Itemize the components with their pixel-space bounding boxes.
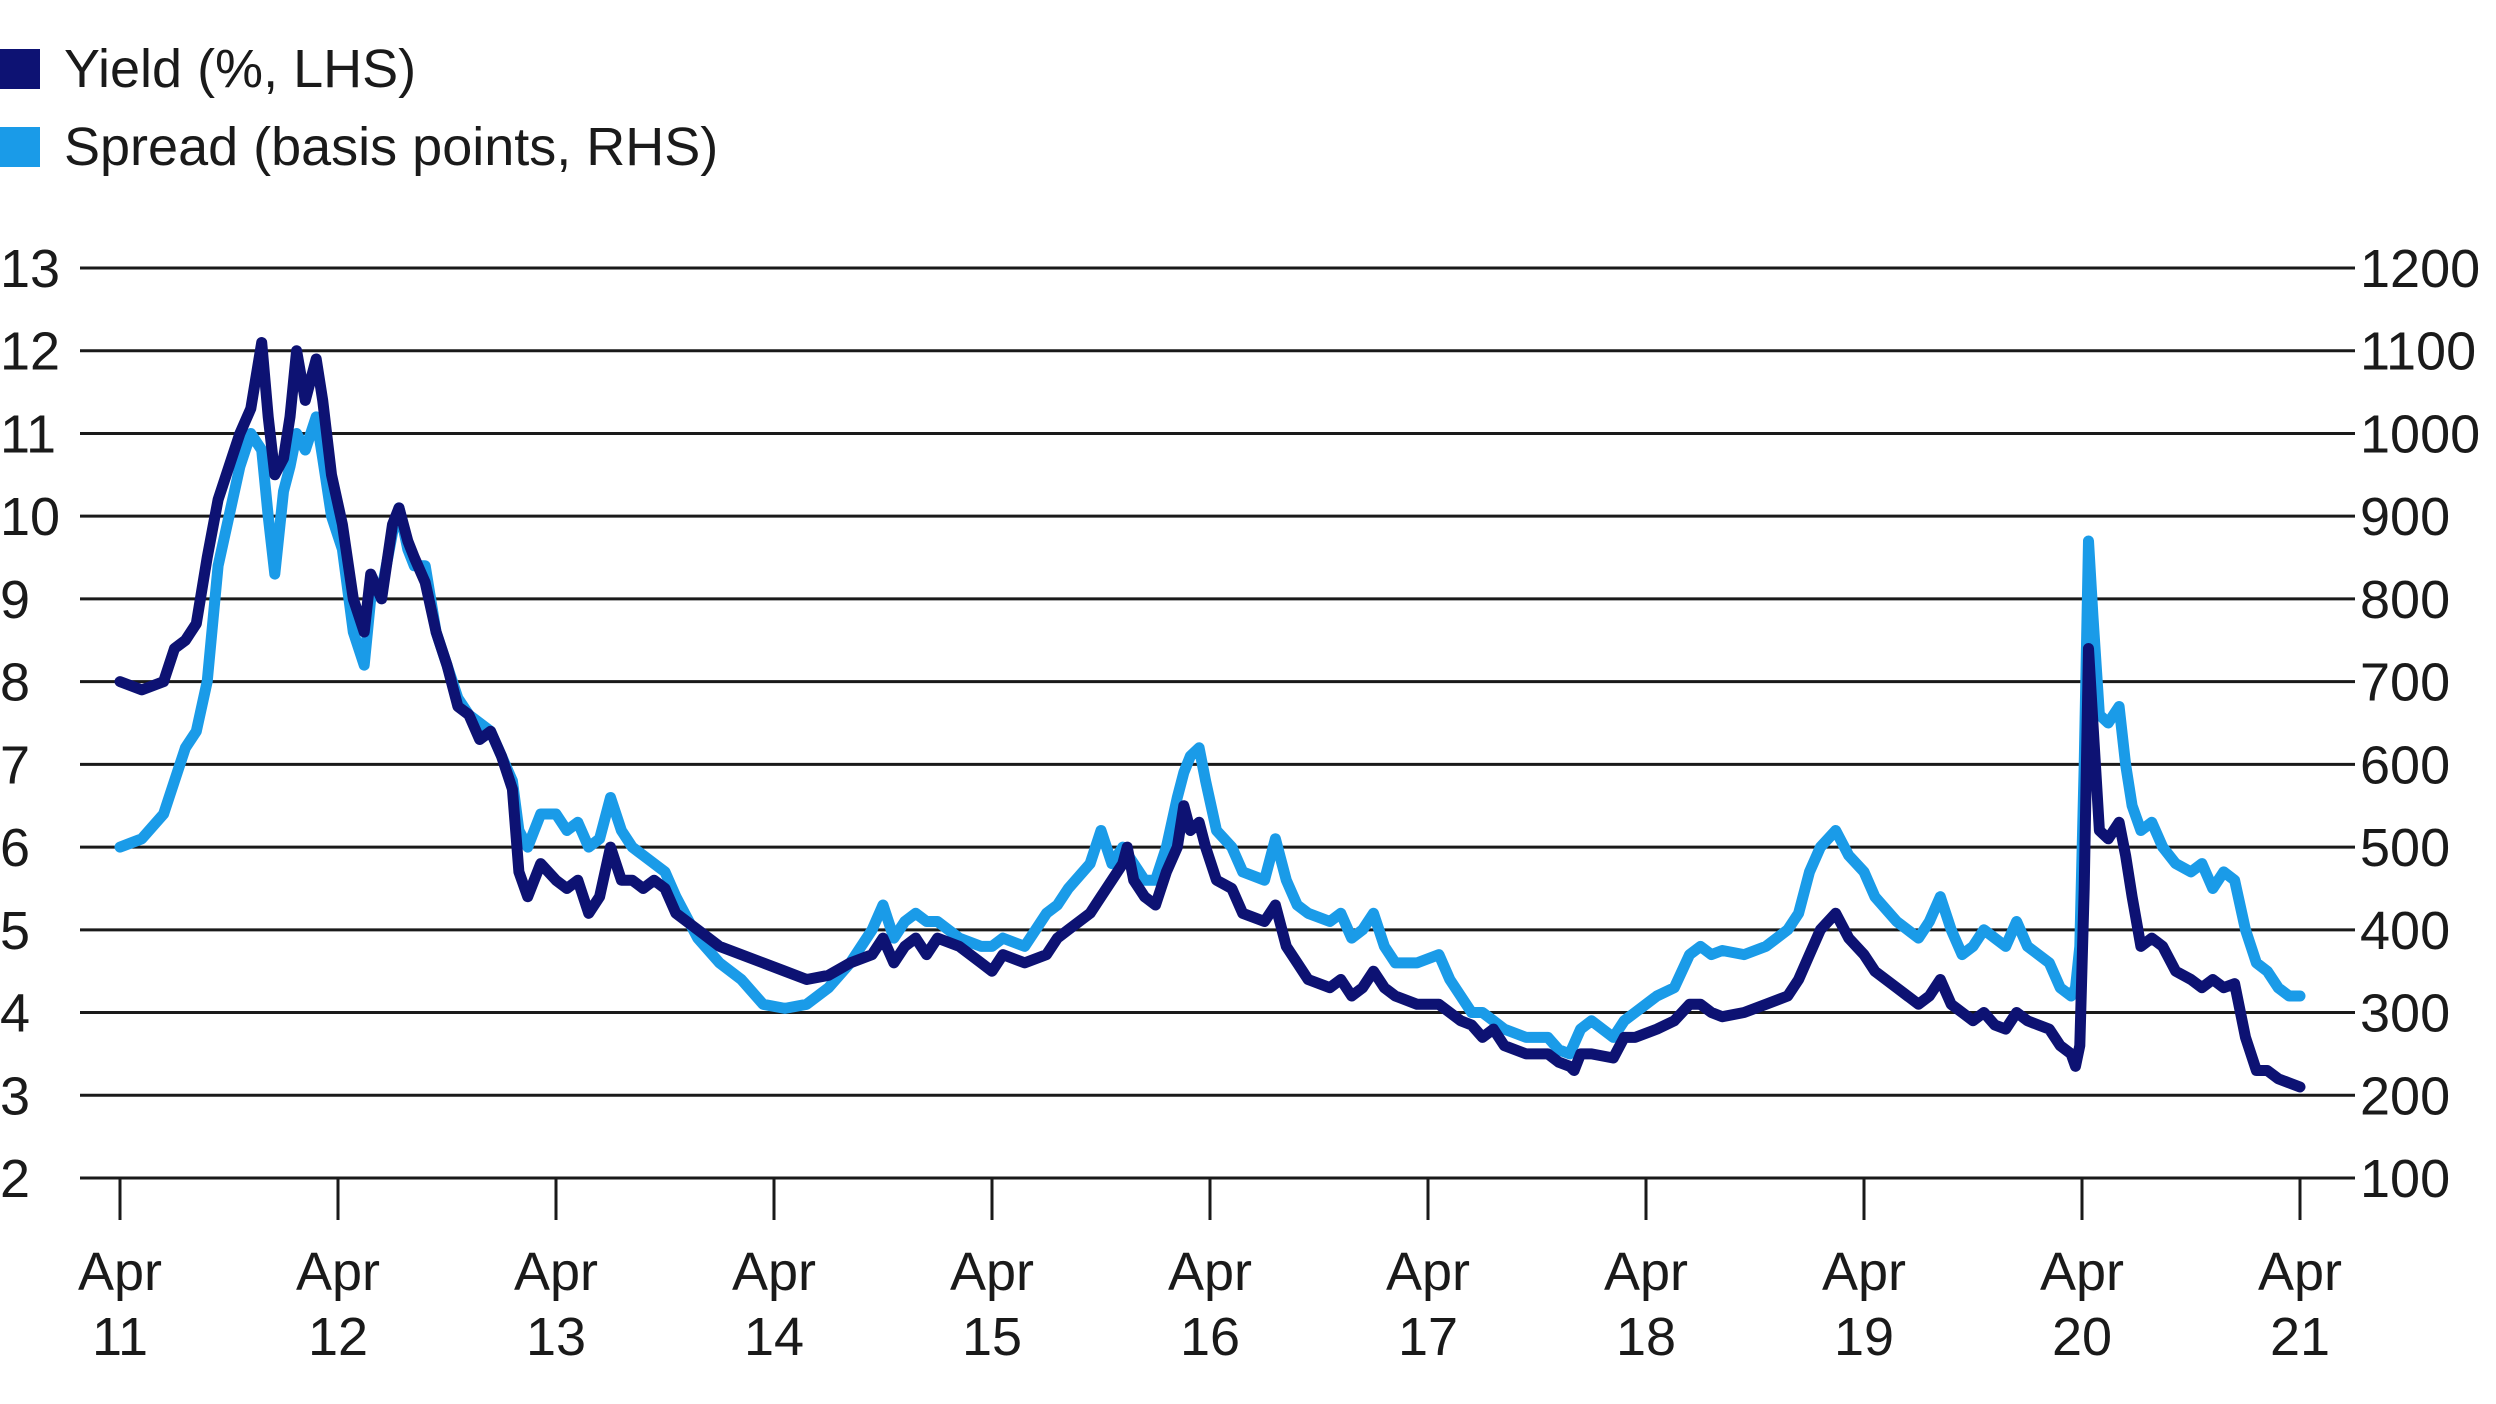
y-right-tick-label: 800	[2360, 570, 2450, 630]
x-tick-label-year: 11	[92, 1307, 148, 1367]
legend-label-yield: Yield (%, LHS)	[64, 39, 417, 99]
legend-swatch-yield	[0, 49, 40, 89]
legend-item-yield: Yield (%, LHS)	[0, 30, 718, 108]
legend-swatch-spread	[0, 127, 40, 167]
x-tick-label-year: 14	[744, 1307, 804, 1367]
x-tick-label-month: Apr	[1822, 1242, 1906, 1302]
x-tick-label-month: Apr	[1386, 1242, 1470, 1302]
y-left-tick-label: 3	[0, 1066, 30, 1126]
y-right-tick-label: 300	[2360, 984, 2450, 1044]
y-left-tick-label: 7	[0, 735, 30, 795]
x-tick-label-year: 15	[962, 1307, 1022, 1367]
y-left-tick-label: 6	[0, 818, 30, 878]
x-tick-label-year: 21	[2270, 1307, 2330, 1367]
y-left-tick-label: 11	[0, 404, 56, 464]
x-tick-label-month: Apr	[2040, 1242, 2124, 1302]
legend-item-spread: Spread (basis points, RHS)	[0, 108, 718, 186]
x-tick-label-month: Apr	[78, 1242, 162, 1302]
y-right-tick-label: 1200	[2360, 239, 2480, 299]
x-tick-label-year: 13	[526, 1307, 586, 1367]
x-tick-label-month: Apr	[1168, 1242, 1252, 1302]
x-tick-label-year: 18	[1616, 1307, 1676, 1367]
y-right-tick-label: 400	[2360, 901, 2450, 961]
yield-series-line	[114, 337, 2306, 1093]
legend: Yield (%, LHS) Spread (basis points, RHS…	[0, 30, 718, 186]
y-left-tick-label: 13	[0, 239, 60, 299]
y-right-tick-label: 100	[2360, 1149, 2450, 1209]
y-left-tick-label: 10	[0, 487, 60, 547]
y-right-tick-label: 500	[2360, 818, 2450, 878]
x-tick-label-year: 12	[308, 1307, 368, 1367]
y-right-tick-label: 200	[2360, 1066, 2450, 1126]
x-tick-label-month: Apr	[2258, 1242, 2342, 1302]
y-right-tick-label: 1000	[2360, 404, 2480, 464]
x-tick-label-year: 16	[1180, 1307, 1240, 1367]
x-tick-label-month: Apr	[950, 1242, 1034, 1302]
y-right-tick-label: 1100	[2360, 322, 2476, 382]
y-left-tick-label: 9	[0, 570, 30, 630]
y-right-tick-label: 900	[2360, 487, 2450, 547]
y-left-tick-label: 5	[0, 901, 30, 961]
y-left-tick-label: 4	[0, 984, 30, 1044]
y-left-tick-label: 2	[0, 1149, 30, 1209]
x-tick-label-month: Apr	[1604, 1242, 1688, 1302]
x-tick-label-year: 20	[2052, 1307, 2112, 1367]
x-tick-label-month: Apr	[732, 1242, 816, 1302]
x-tick-label-year: 19	[1834, 1307, 1894, 1367]
y-right-tick-label: 600	[2360, 735, 2450, 795]
x-tick-label-month: Apr	[296, 1242, 380, 1302]
spread-series-line	[114, 411, 2306, 1060]
x-tick-label-month: Apr	[514, 1242, 598, 1302]
legend-label-spread: Spread (basis points, RHS)	[64, 117, 719, 177]
y-left-tick-label: 8	[0, 653, 30, 713]
y-right-tick-label: 700	[2360, 653, 2450, 713]
y-left-tick-label: 12	[0, 322, 60, 382]
x-tick-label-year: 17	[1398, 1307, 1458, 1367]
